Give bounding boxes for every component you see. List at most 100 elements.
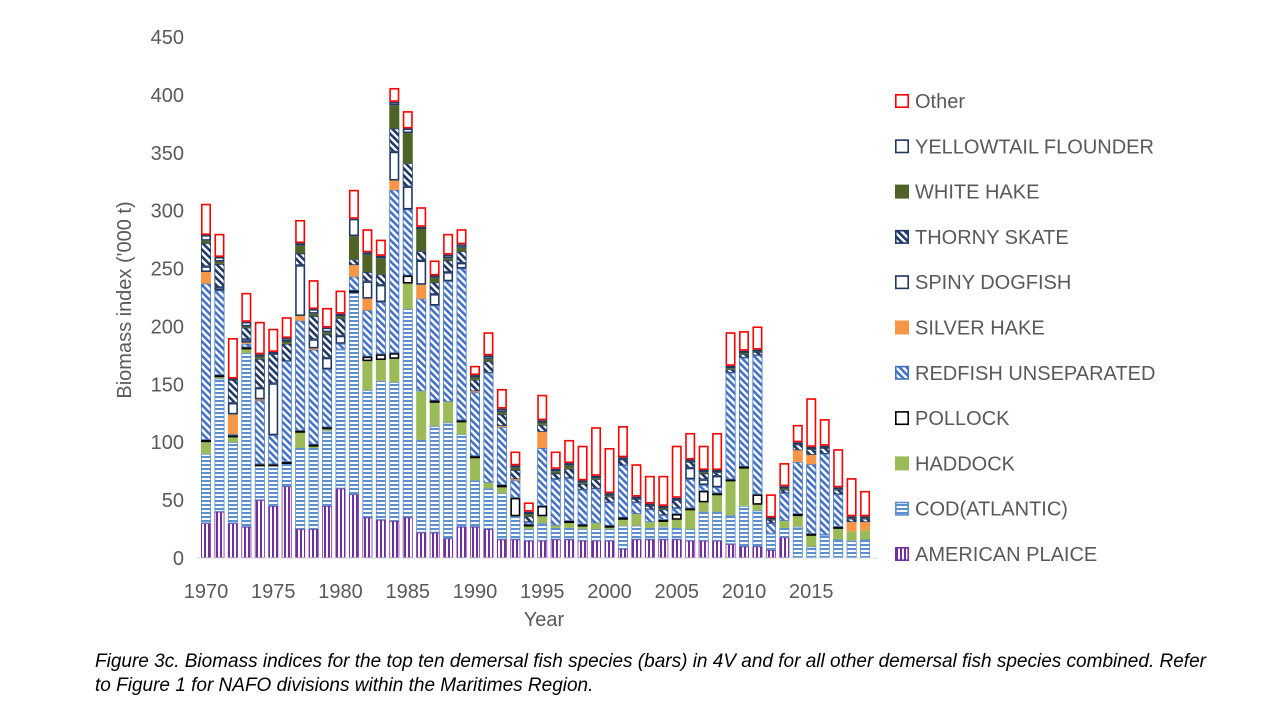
bar-segment [281,463,292,487]
bar-segment [348,259,359,266]
bar-segment [402,111,413,129]
bar-segment [537,448,548,506]
bar-segment [644,503,655,506]
bar-segment [443,281,454,402]
bar-segment [496,388,507,409]
x-tick-label: 2010 [722,581,767,603]
bar-segment [443,233,454,255]
bar-segment [308,339,319,349]
bar-segment [644,475,655,504]
bar-segment [685,461,696,468]
bar-segment [617,517,628,520]
bar-segment [685,432,696,460]
bar-segment [846,518,857,523]
bar-segment [281,343,292,362]
bar-segment [591,488,602,524]
bar-segment [765,533,776,550]
legend-swatch [894,275,909,290]
bar-segment [429,282,440,295]
bar-segment [456,421,467,435]
bar-segment [631,539,642,558]
bar-segment [295,253,306,266]
x-tick-label: 1990 [453,581,498,603]
bar-segment [577,540,588,558]
bar-segment [389,151,400,181]
bar-segment [416,251,427,261]
bar-segment [725,332,736,366]
x-tick-label: 1975 [251,581,296,603]
bar-segment [416,228,427,252]
bar-segment [644,539,655,558]
bar-segment [496,485,507,488]
bar-segment [712,432,723,471]
bar-segment [295,316,306,321]
bar-segment [617,548,628,558]
bar-segment [765,494,776,518]
legend-swatch [894,365,909,380]
bar-segment [577,483,588,490]
bar-segment [550,468,561,472]
bar-segment [268,351,279,355]
bar-segment [241,343,252,348]
bar-segment [806,534,817,547]
legend-swatch [894,501,909,516]
bar-segment [658,539,669,558]
bar-segment [443,422,454,539]
bar-segment [739,351,749,355]
bar-segment [483,358,494,362]
bar-segment [846,522,857,532]
bar-segment [483,355,494,359]
bar-segment [617,426,628,458]
bar-segment [577,489,588,525]
bar-segment [523,540,534,558]
bar-segment [227,378,238,381]
bar-segment [523,529,534,541]
bar-segment [564,468,575,479]
bar-segment [322,332,333,335]
bar-segment [416,226,427,229]
bar-segment [564,522,575,528]
bar-segment [577,524,588,527]
bar-segment [819,453,830,535]
bar-segment [698,445,709,471]
bar-segment [281,461,292,465]
bar-segment [523,524,534,527]
bar-segment [537,516,548,524]
bar-segment [241,321,252,327]
bar-segment [429,260,440,276]
bar-segment [322,427,333,430]
bar-segment [227,523,238,559]
legend-swatch [895,184,909,199]
bar-segment [779,463,790,487]
bar-segment [241,326,252,328]
bar-segment [698,479,709,486]
bar-segment [819,419,830,446]
bar-segment [416,391,427,440]
bar-segment [227,436,238,443]
bar-segment [456,526,467,559]
bar-segment [496,414,507,427]
stacked-bar-chart: 0 50 100 150 200 250 300 350 400 450 1970 1975 1980 1… [114,27,1155,631]
bar-segment [671,519,682,528]
bar-segment [227,442,238,524]
bar-segment [335,290,346,314]
bar-segment [469,480,480,527]
bar-segment [281,486,292,558]
bar-segment [416,298,427,392]
bar-segment [752,351,763,356]
bar-segment [214,511,225,558]
bar-segment [201,266,212,273]
bar-segment [510,451,521,466]
x-tick-label: 1995 [520,581,565,603]
legend-swatch [894,229,909,244]
bar-segment [550,451,561,469]
bar-segment [604,526,615,530]
bar-segment [685,459,696,462]
bar-segment [389,87,400,102]
bar-segment [604,493,615,496]
bar-segment [523,502,534,512]
bar-segment [685,529,696,541]
bar-segment [752,504,763,511]
bar-segment [604,529,615,541]
bar-segment [725,368,736,370]
